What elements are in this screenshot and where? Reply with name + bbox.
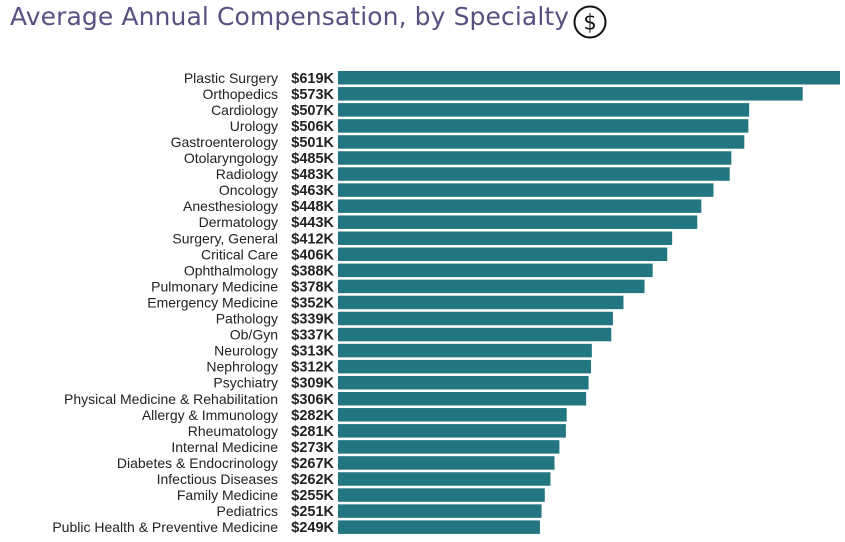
bar (338, 151, 732, 165)
bar (338, 472, 551, 486)
bar (338, 327, 612, 342)
bar-value-label: $507K (291, 103, 334, 119)
bar-value-label: $619K (291, 71, 334, 87)
bar (338, 135, 745, 149)
bar-value-label: $406K (291, 247, 334, 263)
category-label: Pulmonary Medicine (151, 278, 278, 294)
category-label: Pathology (216, 311, 278, 327)
bar-value-label: $443K (291, 215, 334, 231)
bar (338, 456, 555, 470)
bar (338, 119, 749, 133)
bar-value-label: $262K (291, 472, 334, 488)
bar (338, 279, 645, 294)
bar (338, 247, 668, 262)
bar (338, 488, 545, 502)
category-label: Nephrology (206, 359, 278, 375)
category-label: Psychiatry (213, 375, 278, 391)
bar (338, 295, 624, 310)
category-label: Infectious Diseases (157, 471, 278, 487)
bar (338, 231, 673, 245)
category-label: Diabetes & Endocrinology (117, 455, 278, 471)
bar (338, 424, 566, 438)
bar (338, 87, 803, 101)
category-label: Anesthesiology (183, 198, 278, 214)
bar-value-label: $448K (291, 199, 334, 215)
category-label: Emergency Medicine (147, 294, 278, 310)
bar-value-label: $255K (291, 488, 334, 504)
category-label: Public Health & Preventive Medicine (52, 519, 278, 535)
category-label: Allergy & Immunology (142, 407, 278, 423)
bar (338, 408, 567, 422)
bar-value-label: $352K (291, 295, 334, 311)
category-label: Oncology (219, 182, 278, 198)
bar (338, 183, 714, 197)
bar-value-label: $249K (291, 520, 334, 536)
category-label: Surgery, General (172, 230, 278, 246)
bar-value-label: $506K (291, 119, 334, 135)
dollar-circle-icon: $ (573, 5, 607, 39)
bar-value-label: $501K (291, 135, 334, 151)
bar-value-label: $313K (291, 344, 334, 360)
category-label: Ophthalmology (184, 262, 278, 278)
bar (338, 263, 653, 278)
bar (338, 199, 702, 213)
bar (338, 311, 613, 326)
bar-value-label: $337K (291, 328, 334, 344)
category-label: Critical Care (201, 246, 278, 262)
bar-value-label: $378K (291, 279, 334, 295)
category-label: Physical Medicine & Rehabilitation (64, 391, 278, 407)
bar-value-label: $339K (291, 312, 334, 328)
bar-value-label: $282K (291, 408, 334, 424)
category-label: Internal Medicine (171, 439, 278, 455)
bar (338, 71, 840, 85)
bar-value-label: $412K (291, 231, 334, 247)
bar-value-label: $251K (291, 504, 334, 520)
category-label: Ob/Gyn (230, 327, 278, 343)
category-label: Radiology (216, 166, 278, 182)
category-label: Neurology (214, 343, 278, 359)
bar (338, 359, 592, 374)
bar-value-label: $267K (291, 456, 334, 472)
bar (338, 392, 587, 406)
category-label: Urology (230, 118, 278, 134)
bar (338, 215, 698, 229)
bar (338, 520, 540, 534)
bar (338, 103, 750, 117)
category-label: Gastroenterology (171, 134, 278, 150)
category-label: Cardiology (211, 102, 278, 118)
chart-title: Average Annual Compensation, by Specialt… (10, 2, 570, 31)
category-label: Pediatrics (217, 503, 278, 519)
category-label: Family Medicine (177, 487, 278, 503)
svg-text:$: $ (583, 11, 596, 35)
category-label: Orthopedics (203, 86, 278, 102)
bar (338, 504, 542, 518)
bar (338, 167, 730, 181)
bar (338, 440, 560, 454)
bar-value-label: $483K (291, 167, 334, 183)
bar-value-label: $281K (291, 424, 334, 440)
category-label: Otolaryngology (184, 150, 278, 166)
bar-value-label: $463K (291, 183, 334, 199)
bar-value-label: $312K (291, 360, 334, 376)
category-label: Plastic Surgery (184, 70, 278, 86)
bar-value-label: $388K (291, 263, 334, 279)
bar-value-label: $309K (291, 376, 334, 392)
bar-value-label: $273K (291, 440, 334, 456)
category-label: Rheumatology (188, 423, 278, 439)
bar (338, 375, 589, 390)
bar-value-label: $573K (291, 87, 334, 103)
bar-value-label: $306K (291, 392, 334, 408)
bar-value-label: $485K (291, 151, 334, 167)
category-label: Dermatology (199, 214, 278, 230)
bar (338, 343, 592, 358)
